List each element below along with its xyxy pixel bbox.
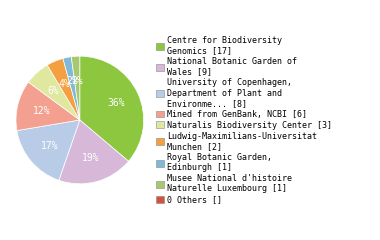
Text: 4%: 4%	[59, 78, 70, 89]
Wedge shape	[47, 58, 80, 120]
Wedge shape	[17, 120, 80, 180]
Text: 36%: 36%	[107, 98, 125, 108]
Wedge shape	[63, 57, 80, 120]
Text: 19%: 19%	[81, 153, 99, 163]
Wedge shape	[59, 120, 128, 184]
Text: 2%: 2%	[71, 76, 83, 85]
Legend: Centre for Biodiversity
Genomics [17], National Botanic Garden of
Wales [9], Uni: Centre for Biodiversity Genomics [17], N…	[156, 36, 332, 204]
Wedge shape	[71, 56, 80, 120]
Text: 12%: 12%	[32, 106, 50, 116]
Text: 2%: 2%	[66, 76, 78, 86]
Wedge shape	[80, 56, 144, 161]
Wedge shape	[16, 82, 80, 131]
Text: 6%: 6%	[48, 86, 59, 96]
Wedge shape	[28, 65, 80, 120]
Text: 17%: 17%	[41, 141, 59, 150]
